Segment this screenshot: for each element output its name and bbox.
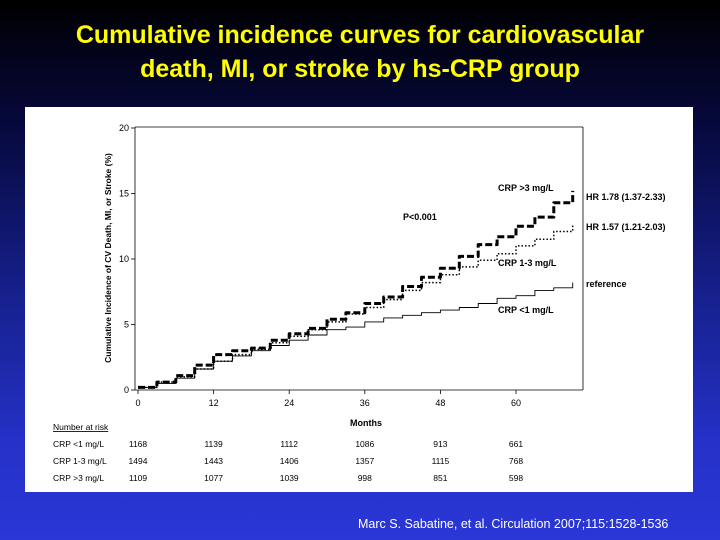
risk-value-r0-c2: 1112 [280, 439, 298, 449]
series-label-crp-low: CRP <1 mg/L [498, 305, 554, 315]
risk-value-r0-c3: 1086 [355, 439, 374, 449]
y-tick-label-15: 15 [119, 189, 129, 199]
risk-row-label-crp-low: CRP <1 mg/L [53, 439, 104, 449]
risk-value-r2-c4: 851 [433, 473, 447, 483]
risk-row-label-crp-high: CRP >3 mg/L [53, 473, 104, 483]
axis-ticks: 0 12 24 36 48 60 0 5 10 15 20 [119, 123, 521, 408]
risk-value-r2-c0: 1109 [129, 473, 148, 483]
risk-value-r1-c4: 1115 [432, 456, 450, 466]
x-tick-label-36: 36 [360, 398, 370, 408]
x-tick-label-12: 12 [209, 398, 219, 408]
y-tick-label-5: 5 [124, 320, 129, 330]
curve-crp-low [138, 282, 574, 388]
hr-label-crp-mid: HR 1.57 (1.21-2.03) [586, 222, 666, 232]
risk-table-values: 1168 1139 1112 1086 913 661 1494 1443 1406 1357 11… [129, 439, 524, 483]
curve-crp-mid [138, 224, 574, 389]
slide-title: Cumulative incidence curves for cardiova… [0, 18, 720, 86]
risk-value-r2-c5: 598 [509, 473, 523, 483]
title-line-1: Cumulative incidence curves for cardiova… [75, 21, 645, 49]
y-tick-label-0: 0 [124, 385, 129, 395]
risk-value-r0-c0: 1168 [129, 439, 148, 449]
risk-value-r0-c1: 1139 [204, 439, 223, 449]
risk-value-r1-c0: 1494 [129, 456, 148, 466]
curve-crp-high [138, 190, 575, 389]
chart-panel: 0 12 24 36 48 60 0 5 10 15 20 Cumulative Incidence… [25, 107, 693, 492]
risk-value-r0-c4: 913 [433, 439, 447, 449]
risk-value-r1-c2: 1406 [280, 456, 299, 466]
series-label-crp-high: CRP >3 mg/L [498, 183, 554, 193]
citation: Marc S. Sabatine, et al. Circulation 200… [358, 517, 669, 531]
risk-value-r2-c3: 998 [358, 473, 372, 483]
y-tick-label-10: 10 [119, 254, 129, 264]
x-tick-label-60: 60 [511, 398, 521, 408]
hr-label-crp-high: HR 1.78 (1.37-2.33) [586, 192, 666, 202]
risk-value-r1-c5: 768 [509, 456, 523, 466]
y-tick-label-20: 20 [119, 123, 129, 133]
x-tick-label-0: 0 [135, 398, 140, 408]
x-tick-label-48: 48 [435, 398, 445, 408]
series-label-crp-mid: CRP 1-3 mg/L [498, 258, 557, 268]
title-line-2: death, MI, or stroke by hs-CRP group [140, 55, 580, 83]
risk-value-r1-c1: 1443 [204, 456, 223, 466]
incidence-curves [138, 190, 575, 389]
risk-value-r2-c1: 1077 [204, 473, 223, 483]
risk-row-label-crp-mid: CRP 1-3 mg/L [53, 456, 107, 466]
x-axis-label: Months [350, 418, 382, 428]
p-value-annotation: P<0.001 [403, 212, 437, 222]
x-tick-label-24: 24 [284, 398, 294, 408]
y-axis-label: Cumulative Incidence of CV Death, MI, or… [103, 153, 113, 363]
risk-table-header: Number at risk [53, 422, 109, 432]
risk-value-r2-c2: 1039 [280, 473, 299, 483]
risk-value-r0-c5: 661 [509, 439, 523, 449]
hr-label-reference: reference [586, 279, 627, 289]
cumulative-incidence-chart: 0 12 24 36 48 60 0 5 10 15 20 Cumulative Incidence… [53, 123, 666, 483]
risk-value-r1-c3: 1357 [355, 456, 374, 466]
